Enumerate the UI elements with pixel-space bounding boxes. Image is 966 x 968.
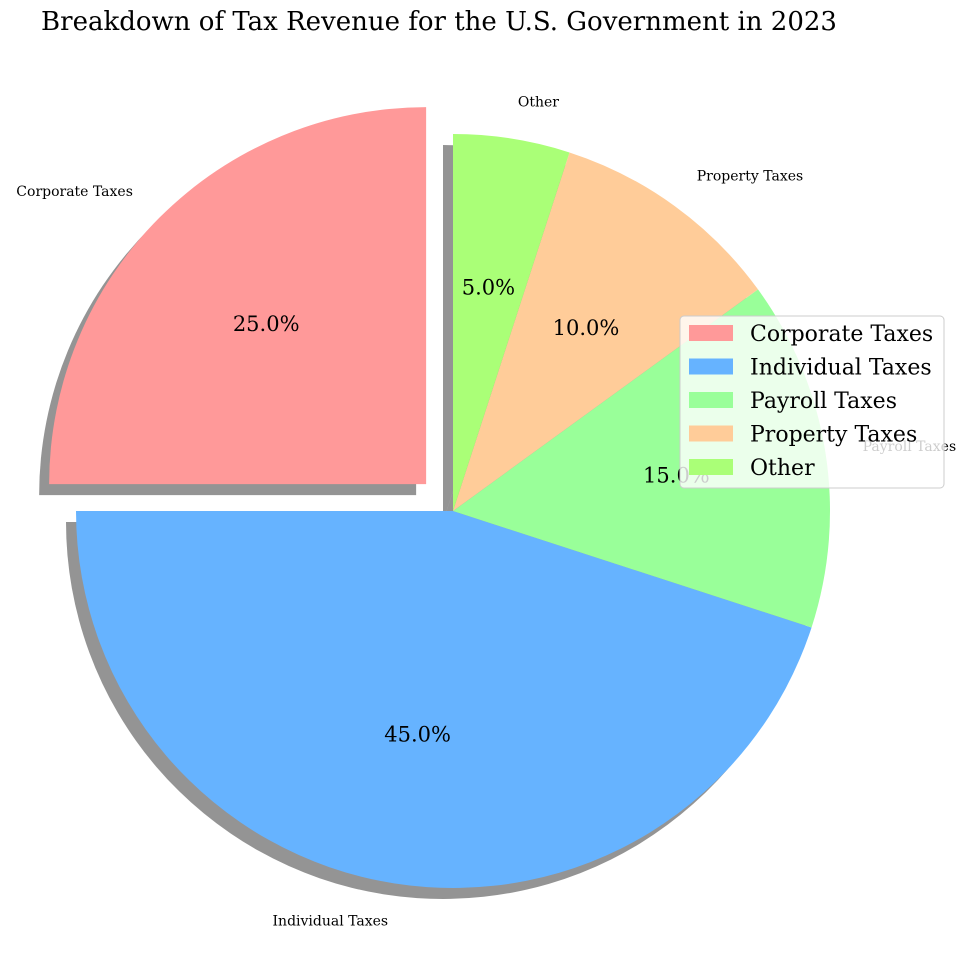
legend-swatch-individual-taxes <box>689 358 733 375</box>
slice-label-property-taxes: Property Taxes <box>697 169 803 185</box>
pct-label-other: 5.0% <box>462 276 515 300</box>
slice-corporate-taxes <box>49 107 427 485</box>
slice-individual-taxes <box>76 511 812 888</box>
legend-label-corporate-taxes: Corporate Taxes <box>750 322 933 347</box>
legend-swatch-property-taxes <box>689 425 733 442</box>
slice-label-other: Other <box>518 94 559 110</box>
legend-label-payroll-taxes: Payroll Taxes <box>750 389 897 414</box>
slice-label-corporate-taxes: Corporate Taxes <box>16 184 133 200</box>
pct-label-property-taxes: 10.0% <box>553 316 620 340</box>
slice-property-taxes <box>453 152 758 511</box>
legend: Corporate Taxes Individual Taxes Payroll T… <box>679 315 945 489</box>
pct-label-corporate-taxes: 25.0% <box>233 312 300 336</box>
legend-box <box>679 315 945 489</box>
legend-swatch-corporate-taxes <box>689 325 733 341</box>
legend-label-individual-taxes: Individual Taxes <box>750 356 932 381</box>
pct-label-individual-taxes: 45.0% <box>384 722 451 746</box>
slice-label-individual-taxes: Individual Taxes <box>273 914 389 930</box>
legend-label-other: Other <box>750 456 815 481</box>
legend-swatch-other <box>689 459 733 475</box>
legend-label-property-taxes: Property Taxes <box>750 423 917 448</box>
percentage-labels: 25.0%45.0%15.0%10.0%5.0% <box>233 276 710 747</box>
slice-other <box>453 134 570 511</box>
chart-title: Breakdown of Tax Revenue for the U.S. Go… <box>41 7 837 37</box>
legend-swatch-payroll-taxes <box>689 392 733 408</box>
